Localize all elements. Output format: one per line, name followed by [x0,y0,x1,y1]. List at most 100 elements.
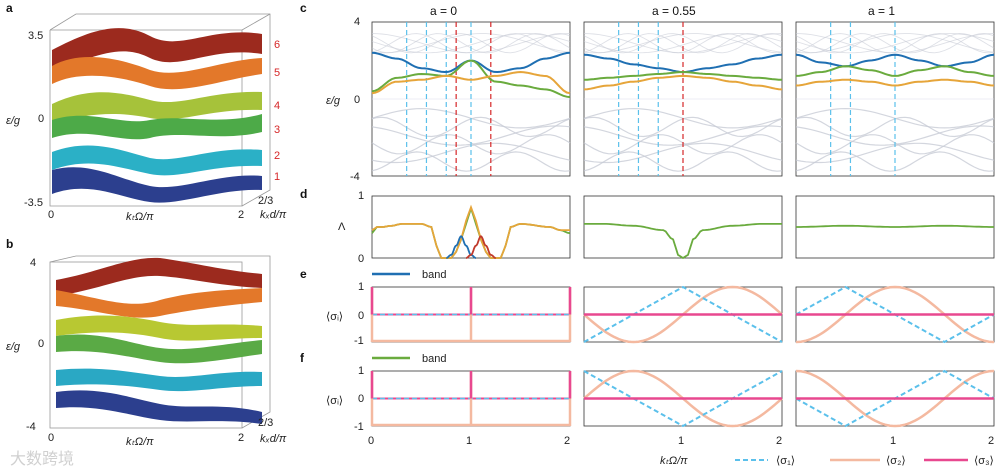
panel-c-grey-upper-band-col1-0 [583,33,783,54]
xtick-col2-2: 2 [988,435,994,447]
watermark: 大数跨境 [10,449,74,468]
panel-c-series-orange-band-col0 [371,70,571,95]
panel-f-ytick-bottom: -1 [354,421,364,433]
charts-layer [370,21,995,428]
panel-a-box-edge [241,13,271,31]
legend-sigma3-label: ⟨σ₃⟩ [974,455,994,467]
panel-b-ztick: 2/3 [258,417,273,429]
panel-b-ytick-bottom: -4 [26,421,36,433]
column-title-0: a = 0 [430,4,457,18]
panel-d-series-green-col2 [796,224,994,228]
panel-c-series-green-band-col0 [371,59,571,99]
panel-a-surface-1 [52,167,262,203]
panel-a-surface-6 [52,28,262,72]
panel-b-ytick-top: 4 [30,257,36,269]
panel-e-sigma1-col1 [583,285,783,343]
panel-f-ytick-mid: 0 [358,393,364,405]
panel-b-surface-1 [56,390,262,424]
xtick-col0-2: 2 [564,435,570,447]
panel-a-surface-2 [52,145,262,176]
panel-d-series-green-col0 [371,205,571,259]
panel-a-zlabel: kₓd/π [260,209,287,221]
panel-b-xtick-0: 0 [48,432,54,444]
panel-a-surface-4 [52,91,262,124]
panel-b-surface-6 [56,257,262,296]
x-axis-label: kₜΩ/π [660,455,688,467]
xtick-col2-1: 1 [890,435,896,447]
panel-d-series-green-col1 [584,222,782,260]
panel-d-ylabel: Λ [338,221,346,233]
panel-f-label: f [300,351,305,365]
panel-a-band-label-3: 3 [274,124,280,136]
panel-b-label: b [6,237,13,251]
column-title-1: a = 0.55 [652,4,696,18]
panel-d-axes-box-col1 [583,195,783,259]
panel-e-ytick-bottom: -1 [354,335,364,347]
panel-e-label: e [300,267,307,281]
panel-c-series-green-band-col2 [795,65,995,77]
panel-a-ylabel: ε/g [6,115,21,127]
panel-c-ytick-top: 4 [354,16,360,28]
panel-c-series-green-band-col1 [583,70,783,81]
panel-c-label-group: c d e f [300,1,307,365]
xtick-col1-1: 1 [678,435,684,447]
panel-b-box-edge [49,255,77,263]
panel-f-ytick-top: 1 [358,365,364,377]
panel-a-band-label-5: 5 [274,67,280,79]
panel-c-series-orange-band-col2 [795,78,995,87]
panel-f-legend-label: band [422,353,446,365]
panel-c-ytick-bottom: -4 [350,171,360,183]
panel-c-grey-upper-band-col2-5 [795,33,995,54]
panel-b-ytick-mid: 0 [38,338,44,350]
panel-c-series-orange-band-col1 [583,74,783,91]
panel-a-ytick-mid: 0 [38,113,44,125]
panel-b-surface-2 [56,368,262,392]
panel-e-ytick-mid: 0 [358,310,364,322]
panel-f-ylabel: ⟨σᵢ⟩ [326,395,343,407]
panel-a-band-label-2: 2 [274,150,280,162]
panel-a-label: a [6,1,13,15]
panel-a: a 3.5 0 -3.5 ε/g 0 2 kₜΩ/π 2/3 kₓd/π 1 2… [6,1,287,223]
panel-d-axes-box-col0 [371,195,571,259]
panel-a-surface-5 [52,57,262,90]
legend-sigma1-label: ⟨σ₁⟩ [776,455,795,467]
panel-a-band-label-6: 6 [274,39,280,51]
panel-a-xlabel: kₜΩ/π [126,211,154,223]
panel-b-surface-3 [56,334,262,364]
panel-c-label: c [300,1,307,15]
panel-b-xtick-2: 2 [238,432,244,444]
panel-c-ytick-mid: 0 [354,94,360,106]
panel-d-ytick-top: 1 [358,190,364,202]
panel-a-ytick-bottom: -3.5 [24,197,43,209]
panel-d-label: d [300,187,307,201]
panel-b: b 4 0 -4 ε/g 0 2 kₜΩ/π 2/3 kₓd/π [6,237,287,448]
x-axis-ticks: 0 1 2 1 2 1 2 [368,435,994,447]
panel-e-sigma2-col2 [795,285,995,344]
panel-b-ylabel: ε/g [6,341,21,353]
panel-f-sigma1-col1 [583,370,783,428]
panel-d-ytick-bottom: 0 [358,253,364,265]
panel-c-grey-upper-band-col1-5 [583,33,783,54]
panel-c-grey-upper-band-col0-0 [371,33,571,54]
panel-a-ztick: 2/3 [258,195,273,207]
xtick-col0-0: 0 [368,435,374,447]
panel-c-grey-upper-band-col2-0 [795,33,995,54]
panel-e-legend-label: band [422,269,446,281]
panel-e-ylabel: ⟨σᵢ⟩ [326,311,343,323]
panel-c-grey-upper-band-col0-5 [371,33,571,54]
panel-a-band-label-1: 1 [274,171,280,183]
panel-a-xtick-0: 0 [48,209,54,221]
panel-a-band-label-4: 4 [274,100,280,112]
panel-b-xlabel: kₜΩ/π [126,436,154,448]
panel-d-series-red-col0 [465,235,496,259]
panel-f-sigma2-col2 [795,369,995,428]
panel-c-series-blue-band-col2 [795,53,995,68]
column-title-2: a = 1 [868,4,895,18]
panel-b-surface-5 [56,288,262,318]
panel-e-ytick-top: 1 [358,281,364,293]
xtick-col1-2: 2 [776,435,782,447]
xtick-col0-1: 1 [466,435,472,447]
panel-a-ytick-top: 3.5 [28,30,43,42]
panel-c-ylabel: ε/g [326,95,341,107]
